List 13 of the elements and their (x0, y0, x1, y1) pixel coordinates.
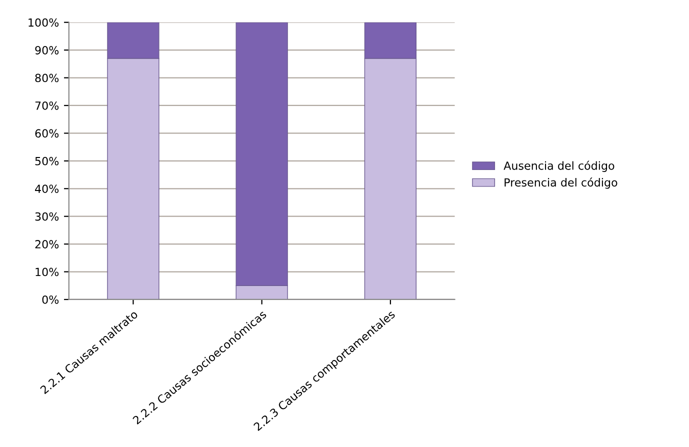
y-tick-label: 80% (35, 74, 59, 82)
y-tick-label: 60% (35, 129, 59, 138)
y-tick-label: 0% (42, 295, 59, 304)
y-tick-label: 20% (35, 240, 59, 248)
y-tick-label: 40% (35, 184, 59, 194)
y-tick-label: 70% (35, 101, 59, 110)
y-tick-label: 10% (36, 268, 59, 276)
legend-label: Presencia del código (504, 178, 618, 189)
y-tick-label: 90% (35, 46, 59, 54)
y-tick-label: 50% (35, 156, 59, 166)
y-tick-label: 100% (28, 18, 59, 27)
y-tick-label: 30% (35, 212, 59, 221)
legend-label: Ausencia del código (504, 160, 614, 172)
